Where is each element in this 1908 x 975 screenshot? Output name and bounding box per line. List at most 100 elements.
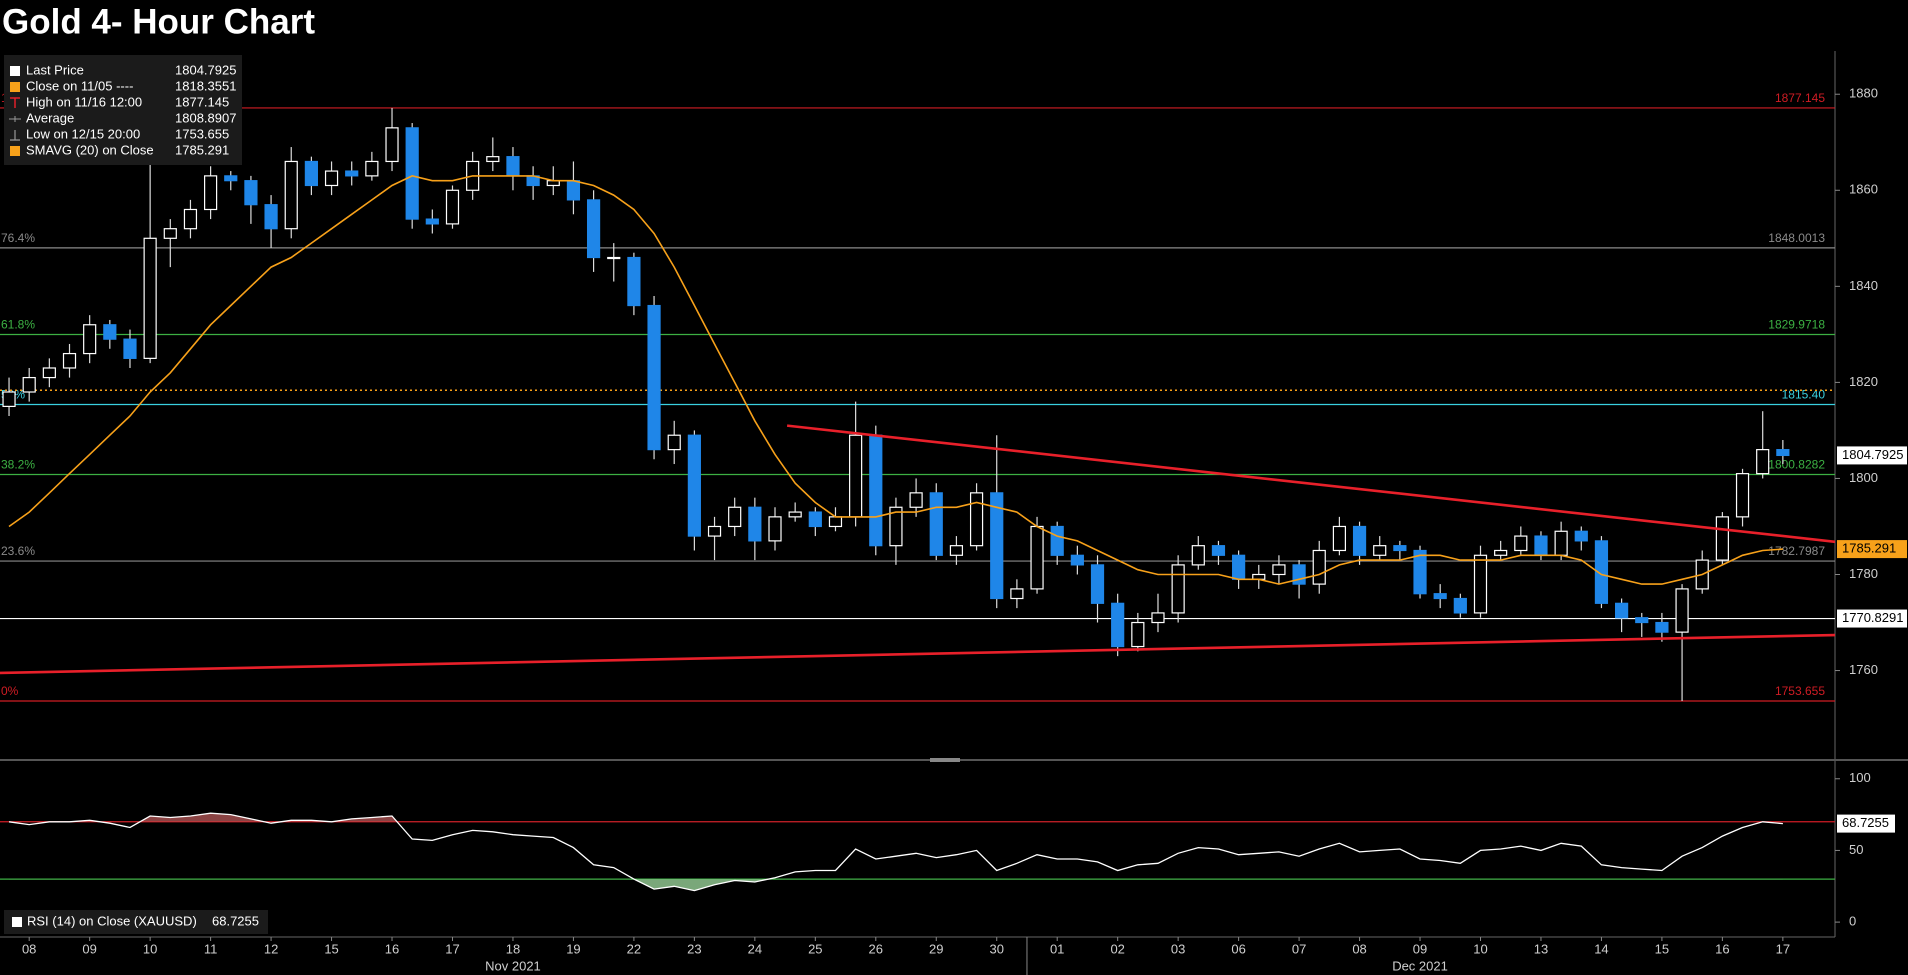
candle-body — [889, 506, 903, 547]
overlay: 1760 1780 1800 1820 1840 1860 1880 0 50 100 1804.7… — [4, 55, 1907, 975]
legend-value: 1785.291 — [175, 142, 229, 157]
candle-body — [748, 506, 762, 542]
level-value: 1753.655 — [1775, 684, 1825, 698]
x-tick-label: 15 — [324, 941, 338, 956]
x-tick-label: 12 — [264, 941, 278, 956]
candle-body — [1534, 535, 1548, 556]
candle-body — [788, 511, 802, 518]
rsi-y-tick-label: 0 — [1849, 914, 1856, 929]
legend-name: SMAVG (20) on Close — [26, 142, 154, 157]
x-tick-label: 16 — [385, 941, 399, 956]
candle-body — [1352, 525, 1367, 556]
chart-title: Gold 4- Hour Chart — [2, 2, 315, 41]
rsi-tag — [1837, 814, 1895, 833]
candle-body — [345, 170, 359, 177]
candle-body — [768, 516, 782, 542]
candle-body — [1594, 540, 1609, 604]
candle-body — [1494, 549, 1508, 556]
candle-body — [1614, 602, 1629, 619]
candle-body — [707, 525, 722, 537]
x-tick-label: 08 — [1352, 941, 1366, 956]
level-name: 23.6% — [1, 544, 35, 558]
candle-body — [1131, 621, 1145, 648]
legend-value: 1808.8907 — [175, 110, 236, 125]
legend-swatch — [9, 116, 21, 122]
candle-body — [405, 127, 419, 220]
y-tick-label: 1800 — [1849, 470, 1878, 485]
candle-body — [869, 434, 883, 547]
candle-body — [627, 256, 641, 307]
candle-body — [1735, 473, 1750, 518]
candle-body — [1453, 597, 1467, 614]
legend-name: High on 11/16 12:00 — [26, 94, 142, 109]
candle-body — [1776, 449, 1790, 457]
candle-body — [1151, 612, 1165, 624]
candle-body — [1010, 588, 1024, 600]
candle-body — [1373, 545, 1387, 556]
level-name: 38.2% — [1, 458, 35, 472]
candle-body — [566, 180, 581, 201]
candle-body — [445, 189, 460, 225]
legend-name: Low on 12/15 20:00 — [26, 126, 140, 141]
trendline — [786, 424, 1835, 544]
x-tick-label: 15 — [1655, 941, 1669, 956]
candle-body — [385, 127, 399, 163]
level-name: 61.8% — [1, 318, 35, 332]
candle-body — [143, 237, 157, 359]
price-tag — [1837, 609, 1907, 628]
x-tick-label: 03 — [1171, 941, 1185, 956]
level-value: 1848.0013 — [1768, 231, 1825, 245]
rsi-legend-box — [4, 910, 268, 934]
level-value: 1782.7987 — [1768, 544, 1825, 558]
rsi-legend-value: 68.7255 — [212, 913, 259, 928]
x-tick-label: 09 — [82, 941, 96, 956]
candle-body — [1232, 554, 1246, 580]
x-tick-label: 30 — [989, 941, 1003, 956]
candle-body — [1191, 545, 1205, 566]
level-name: 76.4% — [1, 231, 35, 245]
candle-body — [42, 367, 56, 379]
candle-body — [224, 175, 238, 182]
rsi-y-tick-label: 50 — [1849, 842, 1863, 857]
candle-body — [1756, 449, 1770, 475]
x-tick-label: 29 — [929, 941, 943, 956]
legend-swatch — [10, 146, 20, 156]
x-tick-label: 23 — [687, 941, 701, 956]
candle-body — [849, 434, 863, 518]
candle-body — [667, 434, 681, 451]
x-tick-label: 01 — [1050, 941, 1064, 956]
rsi-tag-label: 68.7255 — [1842, 815, 1889, 830]
candle-body — [1070, 554, 1084, 566]
candle-body — [929, 492, 943, 556]
candle-body — [83, 324, 97, 355]
legend-name: Average — [26, 110, 74, 125]
trendline — [0, 633, 1835, 675]
x-tick-label: 22 — [627, 941, 641, 956]
x-tick-label: 25 — [808, 941, 822, 956]
level-value: 1877.145 — [1775, 91, 1825, 105]
candle-body — [163, 228, 177, 239]
legend-name: Last Price — [26, 62, 84, 77]
rsi-legend-name: RSI (14) on Close (XAUUSD) — [27, 913, 197, 928]
candle-body — [1393, 545, 1407, 552]
candle-body — [1211, 545, 1226, 556]
candle-body — [1715, 516, 1729, 561]
legend-value: 1877.145 — [175, 94, 229, 109]
candle-body — [1574, 530, 1588, 542]
x-tick-label: 18 — [506, 941, 520, 956]
x-tick-label: 16 — [1715, 941, 1729, 956]
x-tick-label: 11 — [204, 941, 218, 956]
x-tick-label: 02 — [1110, 941, 1124, 956]
candle-body — [506, 156, 520, 177]
price-tag — [1837, 540, 1907, 559]
candle-body — [365, 160, 379, 177]
month-label: Dec 2021 — [1392, 958, 1448, 973]
candle-body — [969, 492, 984, 547]
price-tag-label: 1770.8291 — [1842, 610, 1903, 625]
candle-body — [1554, 530, 1568, 556]
y-tick-label: 1820 — [1849, 374, 1878, 389]
x-tick-label: 19 — [566, 941, 580, 956]
candle-body — [990, 492, 1004, 600]
